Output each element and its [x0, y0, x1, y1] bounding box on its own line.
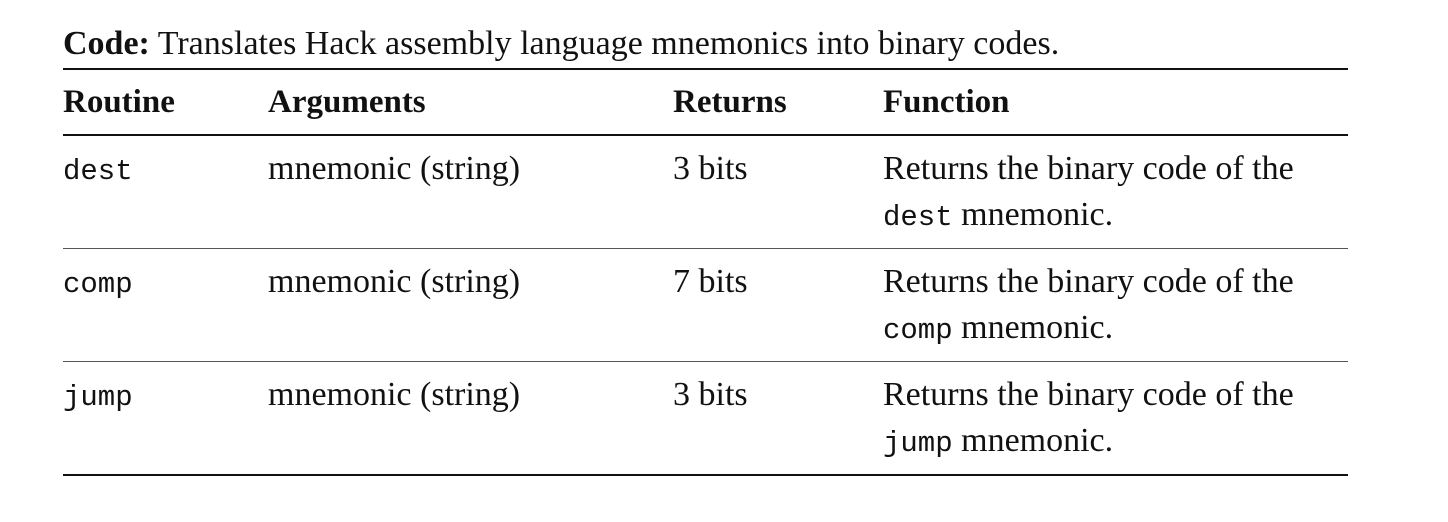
table-row: jump mnemonic (string) 3 bits Returns th… [63, 361, 1348, 475]
table-header-row: Routine Arguments Returns Function [63, 69, 1348, 136]
api-table: Routine Arguments Returns Function dest … [63, 68, 1348, 476]
function-description: Returns the binary code of the [883, 150, 1294, 187]
function-code: jump [883, 427, 953, 460]
function-tail: mnemonic. [961, 309, 1114, 346]
table-row: comp mnemonic (string) 7 bits Returns th… [63, 248, 1348, 362]
code-module-spec: Code: Translates Hack assembly language … [63, 22, 1348, 476]
returns-cell: 3 bits [673, 361, 883, 475]
function-cell: Returns the binary code of the jump mnem… [883, 361, 1348, 475]
function-tail: mnemonic. [961, 196, 1114, 233]
table-row: dest mnemonic (string) 3 bits Returns th… [63, 135, 1348, 249]
function-description: Returns the binary code of the [883, 376, 1294, 413]
caption-text: Translates Hack assembly language mnemon… [157, 25, 1060, 62]
table-caption: Code: Translates Hack assembly language … [63, 22, 1348, 68]
returns-cell: 7 bits [673, 248, 883, 362]
routine-name: dest [63, 155, 133, 188]
arguments-cell: mnemonic (string) [268, 248, 673, 362]
header-returns: Returns [673, 69, 883, 136]
arguments-cell: mnemonic (string) [268, 150, 521, 187]
function-cell: Returns the binary code of the dest mnem… [883, 135, 1348, 249]
caption-lead: Code: [63, 25, 150, 62]
routine-name: jump [63, 381, 133, 414]
returns-cell: 3 bits [673, 150, 748, 187]
header-function: Function [883, 69, 1348, 136]
function-code: comp [883, 314, 953, 347]
routine-name: comp [63, 268, 133, 301]
header-arguments: Arguments [268, 69, 673, 136]
header-routine: Routine [63, 69, 268, 136]
function-description: Returns the binary code of the [883, 263, 1294, 300]
function-cell: Returns the binary code of the comp mnem… [883, 248, 1348, 362]
function-tail: mnemonic. [961, 422, 1114, 459]
arguments-cell: mnemonic (string) [268, 361, 673, 475]
function-code: dest [883, 201, 953, 234]
